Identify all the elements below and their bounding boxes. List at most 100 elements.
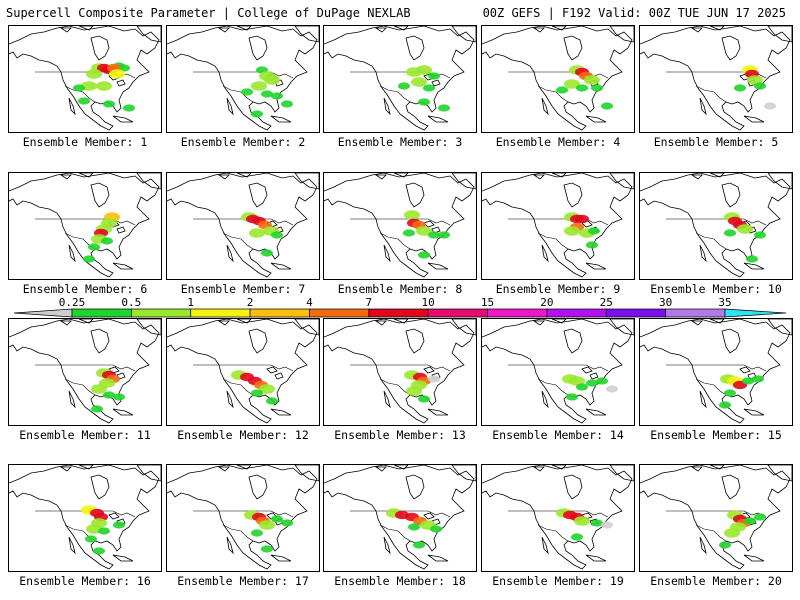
coastline — [585, 554, 607, 562]
scp-shading — [271, 231, 283, 239]
country-border — [695, 85, 727, 103]
coastline — [248, 474, 268, 500]
scp-shading — [109, 69, 125, 79]
coastline — [551, 319, 567, 324]
scp-shading — [754, 513, 766, 521]
scp-shading — [271, 515, 283, 523]
country-border — [270, 364, 294, 372]
coastline — [226, 536, 234, 555]
colorbar-tick-label: 0.25 — [59, 296, 86, 309]
scp-shading — [584, 75, 600, 85]
scp-shading — [586, 241, 598, 249]
scp-shading — [96, 81, 112, 91]
colorbar-segment — [605, 308, 666, 318]
coastline — [374, 27, 387, 33]
scp-shading — [752, 375, 764, 383]
country-border — [270, 510, 294, 518]
colorbar-tick-label: 30 — [659, 296, 672, 309]
coastline — [551, 173, 567, 178]
coastline — [609, 173, 634, 190]
scp-shading — [118, 64, 130, 72]
coastline — [226, 244, 234, 263]
coastline — [266, 366, 278, 374]
coastline — [78, 319, 94, 324]
country-border — [743, 364, 767, 372]
scp-shading — [719, 401, 731, 409]
scp-shading — [746, 255, 758, 263]
coastline — [551, 465, 567, 470]
colorbar-tick-label: 20 — [540, 296, 553, 309]
scp-shading — [418, 395, 430, 403]
member-label: Ensemble Member: 16 — [19, 574, 151, 588]
coastline — [482, 173, 633, 278]
run-info: 00Z GEFS | F192 Valid: 00Z TUE JUN 17 20… — [482, 6, 786, 20]
scp-shading — [259, 520, 275, 530]
country-border — [270, 218, 294, 226]
map-panel-member-3 — [323, 25, 477, 133]
coastline — [9, 465, 160, 570]
map-panel-member-2 — [166, 25, 320, 133]
coastline — [68, 536, 76, 555]
map-panel-member-4 — [481, 25, 635, 133]
coastline — [451, 465, 476, 482]
map-svg — [9, 26, 161, 131]
map-svg — [324, 319, 476, 424]
coastline — [767, 173, 792, 190]
scp-shading — [281, 100, 293, 108]
map-panel-member-18 — [323, 464, 477, 572]
coastline — [451, 173, 476, 190]
coastline — [270, 115, 292, 123]
scp-shading — [724, 528, 740, 538]
map-svg — [482, 465, 634, 570]
scp-shading — [251, 389, 263, 397]
coastline — [78, 465, 94, 470]
coastline — [532, 320, 545, 326]
coastline — [423, 512, 435, 520]
colorbar-tick-label: 7 — [366, 296, 373, 309]
coastline — [551, 26, 567, 31]
scp-shading — [93, 547, 105, 555]
colorbar-min-arrow — [13, 308, 73, 318]
scp-shading — [73, 84, 85, 92]
coastline — [136, 465, 161, 482]
coastline — [324, 26, 475, 131]
scp-shading — [418, 98, 430, 106]
member-label: Ensemble Member: 10 — [650, 282, 782, 296]
map-panel-member-11 — [8, 318, 162, 426]
coastline — [226, 97, 234, 116]
country-border — [427, 510, 451, 518]
coastline — [581, 366, 593, 374]
coastline — [690, 466, 703, 472]
coastline — [248, 328, 268, 354]
member-label: Ensemble Member: 4 — [495, 135, 621, 149]
country-border — [537, 232, 569, 250]
scp-shading — [416, 65, 432, 75]
scp-shading — [428, 72, 440, 80]
colorbar-max-arrow — [724, 308, 787, 318]
coastline — [112, 262, 134, 270]
scp-shading — [91, 384, 107, 394]
member-label: Ensemble Member: 5 — [653, 135, 779, 149]
country-border — [537, 524, 569, 542]
scp-shading — [438, 104, 450, 112]
country-border — [427, 364, 451, 372]
scp-shading — [596, 377, 608, 385]
map-panel-member-8 — [323, 172, 477, 280]
country-border — [222, 378, 254, 396]
colorbar-tick-label: 4 — [306, 296, 313, 309]
coastline — [427, 115, 449, 123]
coastline — [405, 474, 425, 500]
scp-shading — [430, 525, 442, 533]
scp-shading — [724, 389, 736, 397]
coastline — [217, 466, 230, 472]
page-title: Supercell Composite Parameter | College … — [6, 6, 411, 20]
coastline — [270, 408, 292, 416]
country-border — [427, 218, 451, 226]
coastline — [767, 319, 792, 336]
coastline — [640, 465, 791, 570]
coastline — [451, 26, 476, 43]
coastline — [226, 390, 234, 409]
scp-shading — [601, 521, 613, 529]
map-panel-member-12 — [166, 318, 320, 426]
scp-shading — [86, 69, 102, 79]
